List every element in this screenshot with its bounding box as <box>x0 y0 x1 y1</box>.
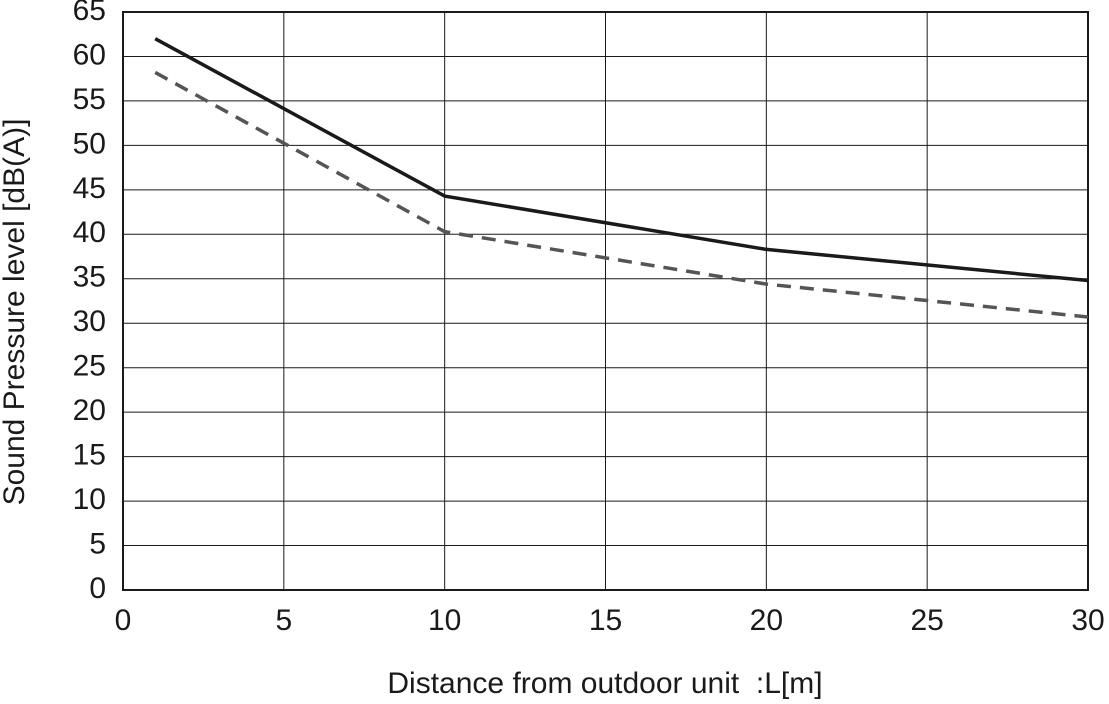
y-tick-label: 20 <box>73 394 106 427</box>
y-tick-label: 45 <box>73 172 106 205</box>
y-tick-label: 15 <box>73 439 106 472</box>
y-tick-label: 35 <box>73 261 106 294</box>
y-tick-label: 55 <box>73 83 106 116</box>
x-axis-label: Distance from outdoor unit :L[m] <box>387 667 822 700</box>
y-tick-label: 10 <box>73 483 106 516</box>
y-tick-label: 0 <box>89 572 106 605</box>
y-tick-label: 25 <box>73 350 106 383</box>
x-tick-label: 30 <box>1071 604 1104 637</box>
y-tick-label: 40 <box>73 216 106 249</box>
y-tick-label: 60 <box>73 38 106 71</box>
y-tick-label: 65 <box>73 0 106 27</box>
series-line <box>154 37 1089 283</box>
x-tick-label: 15 <box>589 604 622 637</box>
x-tick-label: 10 <box>428 604 461 637</box>
y-tick-label: 50 <box>73 127 106 160</box>
y-tick-label: 5 <box>89 527 106 560</box>
plot-frame <box>122 11 1089 591</box>
y-axis-label: Sound Pressure level [dB(A)] <box>0 119 31 506</box>
x-tick-label: 5 <box>275 604 292 637</box>
x-tick-label: 25 <box>910 604 943 637</box>
x-tick-label: 0 <box>115 604 132 637</box>
series-line <box>154 70 1089 319</box>
x-tick-label: 20 <box>750 604 783 637</box>
y-tick-label: 30 <box>73 305 106 338</box>
